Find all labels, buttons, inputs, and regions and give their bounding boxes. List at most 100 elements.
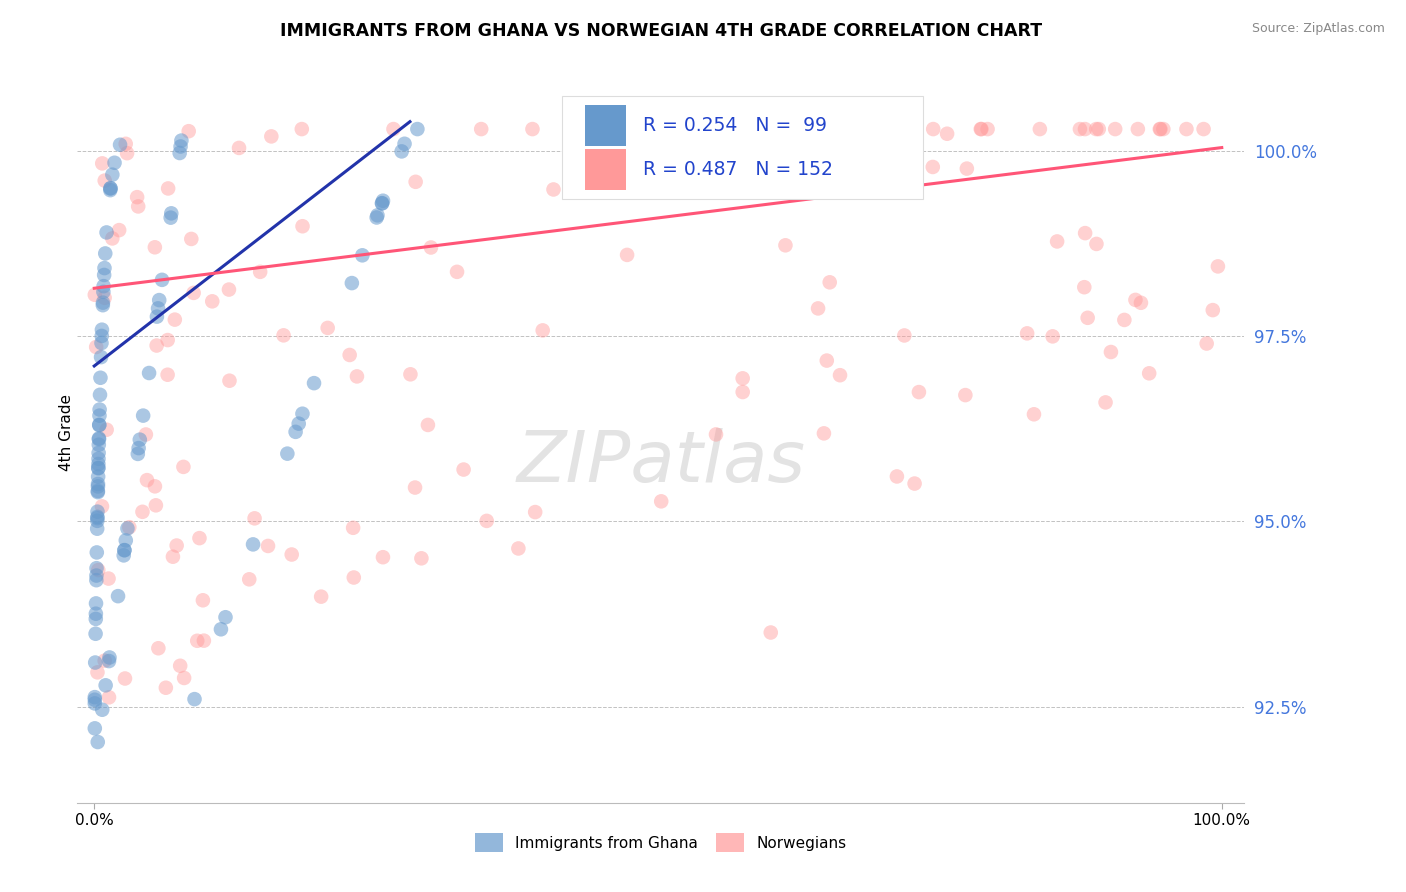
Point [650, 494, 672, 508]
Point [280, 548, 302, 562]
Point [399, 368, 422, 382]
Point [406, 122, 429, 136]
Point [100, 181, 122, 195]
Point [366, 208, 388, 222]
Point [90, 329, 112, 343]
Point [1069, 122, 1091, 136]
Point [813, 426, 835, 441]
Point [209, 622, 232, 636]
Point [87, 469, 110, 483]
Point [89, 402, 111, 417]
Point [115, 146, 138, 161]
Point [343, 570, 366, 584]
Point [90, 336, 112, 351]
Point [98, 650, 121, 665]
Point [87, 477, 110, 491]
Point [94, 246, 117, 260]
Point [98, 183, 121, 197]
Point [86, 545, 108, 559]
Point [93, 285, 115, 299]
Point [1129, 295, 1152, 310]
Point [84, 596, 107, 610]
Point [1094, 395, 1116, 409]
Point [731, 384, 754, 399]
Point [1126, 122, 1149, 136]
Point [96, 226, 118, 240]
Point [157, 181, 180, 195]
Point [616, 248, 638, 262]
Point [976, 122, 998, 136]
Point [86, 505, 108, 519]
Point [118, 520, 141, 534]
Text: R = 0.254   N =  99: R = 0.254 N = 99 [644, 116, 827, 136]
Point [89, 388, 111, 402]
Point [170, 134, 193, 148]
Point [87, 483, 110, 498]
Point [103, 155, 125, 169]
Point [150, 273, 173, 287]
Point [114, 672, 136, 686]
Point [1029, 122, 1052, 136]
Point [191, 593, 214, 607]
Point [970, 122, 993, 136]
Point [188, 531, 211, 545]
Point [91, 156, 114, 170]
Point [173, 671, 195, 685]
Point [1022, 407, 1045, 421]
Point [87, 461, 110, 475]
Text: R = 0.487   N = 152: R = 0.487 N = 152 [644, 160, 834, 179]
Point [405, 175, 427, 189]
Point [633, 122, 655, 136]
Point [228, 141, 250, 155]
Point [127, 447, 149, 461]
Point [169, 658, 191, 673]
Point [371, 196, 394, 211]
Point [1073, 280, 1095, 294]
Point [759, 625, 782, 640]
Point [1192, 122, 1215, 136]
Point [1206, 260, 1229, 274]
Point [127, 190, 149, 204]
Point [112, 543, 135, 558]
Point [84, 607, 107, 621]
Point [249, 265, 271, 279]
Point [586, 161, 609, 176]
Point [135, 427, 157, 442]
Point [747, 122, 769, 136]
Point [1085, 236, 1108, 251]
Point [93, 279, 115, 293]
Point [90, 350, 112, 364]
Point [1074, 122, 1097, 136]
Point [84, 340, 107, 354]
Point [90, 323, 112, 337]
Point [186, 633, 208, 648]
Point [159, 211, 181, 225]
Point [93, 291, 115, 305]
Point [114, 543, 136, 558]
Point [91, 298, 114, 312]
Point [218, 374, 240, 388]
Point [83, 697, 105, 711]
Point [101, 231, 124, 245]
Point [731, 371, 754, 385]
Point [108, 223, 131, 237]
Point [1088, 122, 1111, 136]
Point [1137, 367, 1160, 381]
Point [156, 368, 179, 382]
Point [86, 509, 108, 524]
Text: IMMIGRANTS FROM GHANA VS NORWEGIAN 4TH GRADE CORRELATION CHART: IMMIGRANTS FROM GHANA VS NORWEGIAN 4TH G… [280, 22, 1042, 40]
Point [108, 137, 131, 152]
Point [302, 376, 325, 391]
Point [148, 293, 170, 307]
Point [218, 283, 240, 297]
Point [136, 473, 159, 487]
Point [145, 338, 167, 352]
Point [127, 199, 149, 213]
Point [508, 541, 530, 556]
Point [183, 692, 205, 706]
Point [543, 182, 565, 196]
Bar [585, 105, 626, 146]
Point [98, 654, 121, 668]
Point [89, 418, 111, 433]
Point [1195, 336, 1218, 351]
